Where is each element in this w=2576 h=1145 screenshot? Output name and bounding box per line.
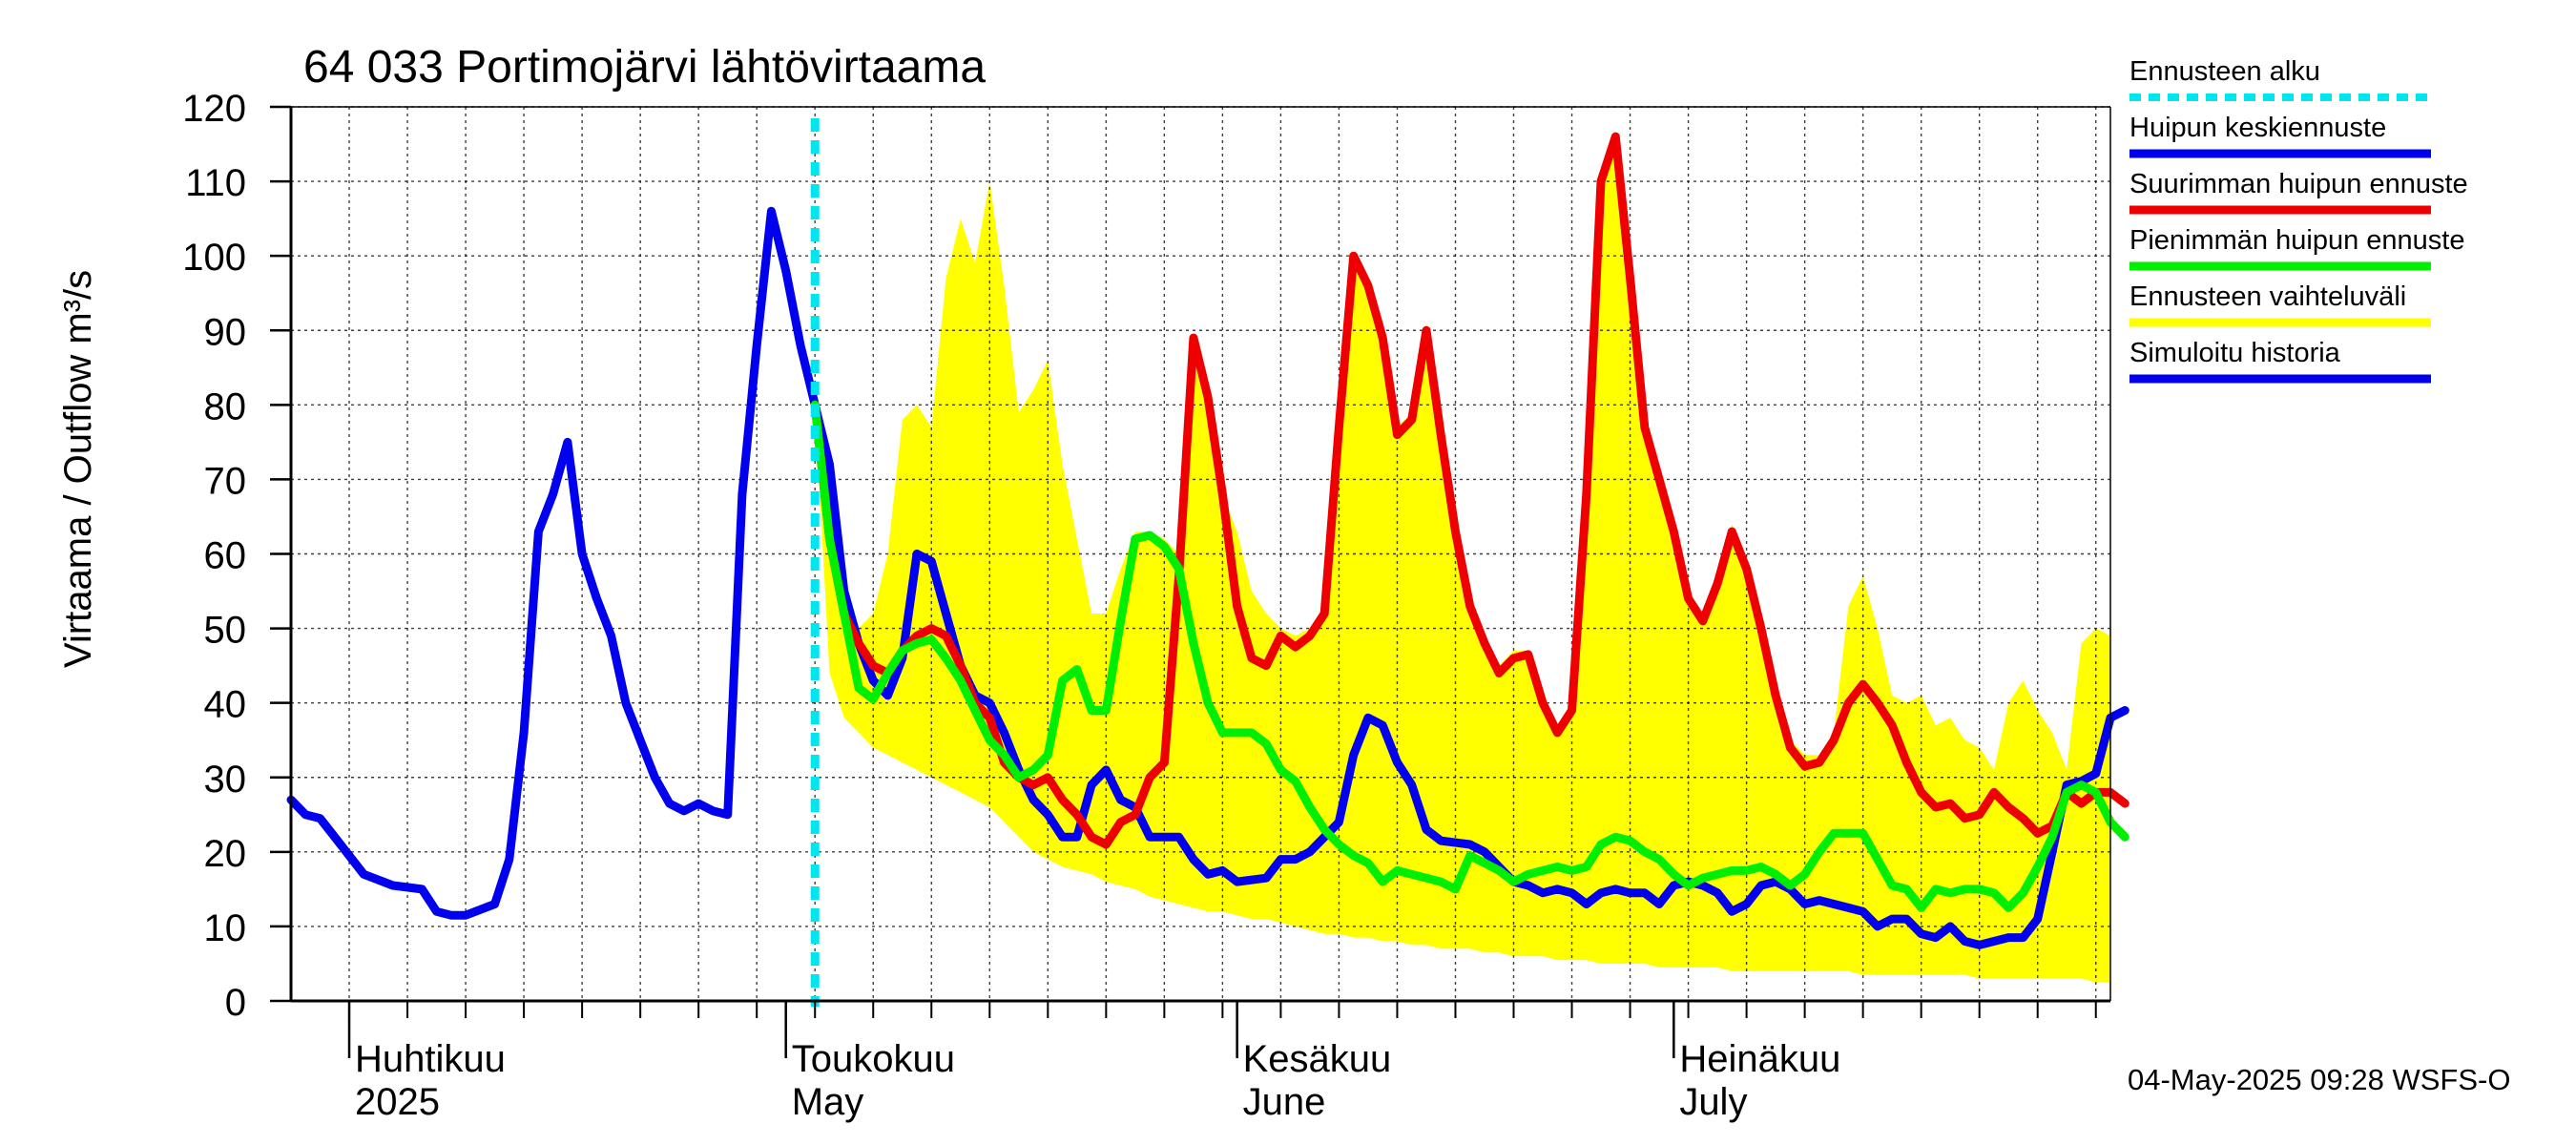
x-month-label: Huhtikuu (355, 1038, 506, 1080)
y-tick-label: 120 (182, 88, 246, 130)
legend-label: Ennusteen alku (2129, 56, 2320, 87)
series-layer (286, 132, 2129, 949)
x-month-label: Kesäkuu (1243, 1038, 1392, 1080)
x-month-sublabel: July (1679, 1081, 1747, 1123)
legend-label: Huipun keskiennuste (2129, 113, 2386, 143)
y-tick-label: 100 (182, 237, 246, 279)
x-month-label: Toukokuu (792, 1038, 955, 1080)
grid-layer (291, 106, 2110, 1002)
y-axis-label: Virtaama / Outflow m³/s (57, 270, 99, 668)
y-tick-label: 20 (204, 833, 247, 875)
chart-title: 64 033 Portimojärvi lähtövirtaama (303, 42, 986, 93)
x-month-sublabel: May (792, 1081, 864, 1123)
y-tick-label: 50 (204, 610, 247, 652)
axes-layer (270, 105, 2111, 1058)
y-tick-label: 70 (204, 460, 247, 502)
y-tick-label: 80 (204, 385, 247, 427)
x-month-label: Heinäkuu (1679, 1038, 1840, 1080)
legend: Ennusteen alku Huipun keskiennuste Suurimm… (2129, 56, 2468, 384)
y-tick-label: 10 (204, 907, 247, 949)
y-tick-label: 30 (204, 759, 247, 801)
y-tick-label: 40 (204, 684, 247, 726)
y-tick-label: 60 (204, 535, 247, 577)
x-month-sublabel: June (1243, 1081, 1326, 1123)
y-tick-label: 110 (185, 162, 246, 204)
legend-label: Pienimmän huipun ennuste (2129, 225, 2464, 256)
forecast-band-layer (815, 136, 2111, 983)
forecast-range-band (815, 136, 2111, 983)
y-tick-labels: 0 10 20 30 40 50 60 70 80 90 100 110 120 (182, 88, 246, 1024)
series-line-1 (286, 206, 820, 920)
timestamp-footer: 04-May-2025 09:28 WSFS-O (2128, 1063, 2510, 1096)
legend-label: Simuloitu historia (2129, 338, 2341, 368)
y-tick-label: 90 (204, 311, 247, 353)
x-month-sublabel: 2025 (355, 1081, 440, 1123)
series-line-4 (810, 400, 2129, 912)
legend-label: Suurimman huipun ennuste (2129, 169, 2468, 199)
series-line-3 (810, 132, 2129, 849)
legend-label: Ennusteen vaihteluväli (2129, 281, 2406, 312)
y-tick-label: 0 (225, 982, 246, 1024)
